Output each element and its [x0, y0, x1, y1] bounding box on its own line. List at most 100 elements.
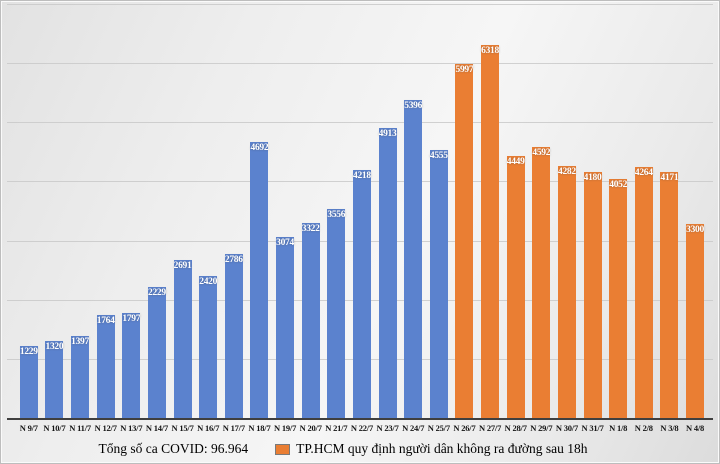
- bar-slot: 5997: [452, 5, 478, 419]
- bar: 1320: [45, 340, 64, 419]
- bar: 2229: [147, 287, 166, 419]
- bar-value-label: 4264: [634, 167, 653, 178]
- x-axis-tick-label: N 28/7: [504, 423, 527, 433]
- x-axis-tick-label: N 1/8: [609, 423, 628, 433]
- bar-slot: 2786: [221, 5, 247, 419]
- bar: 4180: [583, 171, 602, 419]
- legend-orange-swatch: [275, 443, 291, 455]
- bar-slot: 4555: [426, 5, 452, 419]
- bar: 4449: [506, 155, 525, 419]
- bar: 4218: [352, 169, 371, 419]
- x-axis-tick-label: N 26/7: [453, 423, 476, 433]
- bar: 2691: [173, 259, 192, 419]
- x-axis-tick-label: N 12/7: [94, 423, 117, 433]
- bar: 1764: [96, 314, 115, 419]
- bar-slot: 4052: [605, 5, 631, 419]
- bar-value-label: 3300: [686, 224, 704, 235]
- x-axis-tick-label: N 22/7: [350, 423, 374, 433]
- bar-slot: 1320: [42, 5, 68, 419]
- x-axis-tick-label: N 16/7: [197, 423, 220, 433]
- bar: 2420: [199, 275, 218, 419]
- bar-value-label: 1764: [96, 315, 115, 326]
- bar-slot: 6318: [477, 5, 503, 419]
- x-axis-tick-label: N 19/7: [273, 423, 297, 433]
- bar-value-label: 5997: [455, 65, 474, 76]
- x-axis-tick-label: N 30/7: [555, 423, 579, 433]
- bar: 4555: [429, 149, 448, 419]
- bar-slot: 1764: [93, 5, 119, 419]
- x-axis-tick-label: N 4/8: [685, 423, 705, 433]
- bar: 4171: [660, 172, 679, 419]
- bar-value-label: 4218: [353, 170, 371, 181]
- bar: 3322: [301, 222, 320, 419]
- plot-area: 1229 1320 1397 1764 1797 2229 2691 2420 2786 4692…: [7, 4, 713, 420]
- bar-value-label: 1320: [45, 341, 64, 352]
- bar-slot: 1229: [16, 5, 42, 419]
- x-axis-tick-label: N 29/7: [530, 423, 553, 433]
- bar-slot: 3322: [298, 5, 324, 419]
- bar-value-label: 2691: [173, 260, 192, 271]
- bars-layer: 1229 1320 1397 1764 1797 2229 2691 2420 2786 4692…: [16, 5, 708, 419]
- bar-value-label: 4592: [532, 148, 551, 159]
- bar: 5997: [455, 64, 474, 419]
- bar: 5396: [404, 99, 422, 419]
- bar-slot: 2229: [144, 5, 170, 419]
- x-axis-tick-label: N 17/7: [222, 423, 245, 433]
- bar-value-label: 4692: [250, 142, 269, 153]
- x-axis-tick-label: N 9/7: [19, 423, 38, 433]
- bar-value-label: 3556: [327, 209, 346, 220]
- x-axis-tick-label: N 11/7: [69, 423, 91, 433]
- x-axis-tick-label: N 31/7: [581, 423, 604, 433]
- gridline: [7, 4, 713, 5]
- bar-value-label: 1229: [19, 347, 38, 358]
- x-axis-tick-label: N 21/7: [325, 423, 348, 433]
- bar-value-label: 2786: [224, 255, 243, 266]
- bar: 4264: [634, 166, 653, 419]
- bar-slot: 4692: [247, 5, 273, 419]
- bar: 6318: [481, 45, 499, 419]
- legend: Tổng số ca COVID: 96.964 TP.HCM quy định…: [1, 438, 719, 460]
- bar-value-label: 2229: [148, 288, 166, 299]
- x-axis-tick-label: N 14/7: [145, 423, 169, 433]
- bar-slot: 4171: [657, 5, 683, 419]
- x-axis-tick-label: N 3/8: [660, 423, 679, 433]
- x-axis-tick-label: N 13/7: [120, 423, 143, 433]
- x-axis-tick-label: N 27/7: [478, 423, 502, 433]
- bar-slot: 1397: [67, 5, 93, 419]
- bar-value-label: 6318: [481, 46, 499, 57]
- bar-value-label: 1797: [122, 313, 141, 324]
- bar-slot: 1797: [119, 5, 145, 419]
- bar: 4282: [557, 165, 576, 419]
- bar: 3300: [686, 223, 704, 419]
- x-axis-tick-label: N 25/7: [427, 423, 450, 433]
- bar: 3074: [276, 237, 294, 419]
- x-axis-tick-label: N 2/8: [634, 423, 653, 433]
- bar: 4913: [378, 128, 397, 419]
- bar-slot: 4218: [349, 5, 375, 419]
- bar: 1397: [71, 336, 89, 419]
- legend-lockdown-label: TP.HCM quy định người dân không ra đường…: [296, 441, 588, 456]
- bar-slot: 4264: [631, 5, 657, 419]
- bar: 2786: [224, 254, 243, 419]
- bar-slot: 4449: [503, 5, 529, 419]
- x-axis-tick-label: N 18/7: [248, 423, 271, 433]
- bar-slot: 4180: [580, 5, 606, 419]
- bar: 1229: [19, 346, 38, 419]
- x-axis-tick-label: N 23/7: [376, 423, 399, 433]
- gridline: [7, 63, 713, 65]
- bar-value-label: 4555: [429, 150, 448, 161]
- bar-value-label: 4449: [506, 156, 525, 167]
- x-axis-line: [7, 418, 713, 420]
- bar-value-label: 2420: [199, 276, 218, 287]
- bar: 4692: [250, 141, 269, 419]
- bar-slot: 2420: [195, 5, 221, 419]
- bar-slot: 2691: [170, 5, 196, 419]
- bar-value-label: 4171: [660, 173, 679, 184]
- x-axis-tick-label: N 24/7: [402, 423, 425, 433]
- bar-value-label: 4180: [583, 172, 602, 183]
- bar-value-label: 4052: [609, 180, 628, 191]
- legend-total-label: Tổng số ca COVID: 96.964: [98, 441, 249, 456]
- bar: 4592: [532, 147, 551, 419]
- bar-slot: 4913: [375, 5, 401, 419]
